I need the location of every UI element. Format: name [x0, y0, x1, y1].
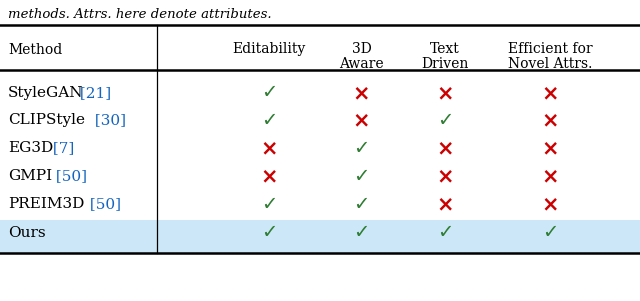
Text: EG3D: EG3D: [8, 141, 53, 155]
Text: ✓: ✓: [436, 224, 453, 243]
Text: StyleGAN: StyleGAN: [8, 82, 74, 96]
Text: methods. Attrs. here denote attributes.: methods. Attrs. here denote attributes.: [8, 8, 271, 21]
Text: ×: ×: [541, 194, 559, 214]
FancyBboxPatch shape: [0, 219, 640, 253]
Text: [21]: [21]: [75, 86, 111, 100]
Text: ✓: ✓: [542, 224, 559, 243]
Text: CLIPStyle: CLIPStyle: [8, 109, 73, 123]
Text: [50]: [50]: [85, 197, 121, 211]
Text: ×: ×: [541, 166, 559, 186]
Text: ✓: ✓: [353, 194, 370, 213]
Text: Efficient for: Efficient for: [508, 42, 593, 56]
Text: PREIM3D: PREIM3D: [8, 193, 70, 207]
Text: Ours: Ours: [8, 226, 45, 240]
Text: EG3D: EG3D: [8, 137, 47, 151]
Text: ✓: ✓: [260, 83, 277, 103]
Text: ×: ×: [436, 194, 454, 214]
Text: ×: ×: [436, 138, 454, 158]
Text: [30]: [30]: [90, 113, 126, 127]
Text: ✓: ✓: [353, 138, 370, 157]
Text: Editability: Editability: [232, 42, 305, 57]
Text: [50]: [50]: [51, 169, 87, 183]
Text: PREIM3D: PREIM3D: [8, 197, 84, 211]
Text: GMPI: GMPI: [8, 165, 43, 179]
Text: ×: ×: [541, 110, 559, 130]
Text: Driven: Driven: [421, 57, 468, 71]
Text: Method: Method: [8, 42, 62, 57]
Text: ×: ×: [353, 110, 371, 130]
Text: ✓: ✓: [260, 194, 277, 213]
Text: ✓: ✓: [353, 224, 370, 243]
Text: ×: ×: [260, 166, 278, 186]
Text: ✓: ✓: [260, 110, 277, 129]
Text: GMPI: GMPI: [8, 169, 52, 183]
Text: CLIPStyle: CLIPStyle: [8, 113, 85, 127]
Text: ×: ×: [541, 83, 559, 103]
Text: ×: ×: [436, 83, 454, 103]
Text: ×: ×: [436, 166, 454, 186]
Text: [7]: [7]: [48, 141, 74, 155]
Text: ✓: ✓: [260, 224, 277, 243]
Text: ✓: ✓: [436, 110, 453, 129]
Text: ×: ×: [541, 138, 559, 158]
Text: ×: ×: [260, 138, 278, 158]
Text: 3D: 3D: [352, 42, 371, 56]
Text: ×: ×: [353, 83, 371, 103]
Text: Aware: Aware: [339, 57, 384, 71]
Text: StyleGAN: StyleGAN: [8, 86, 83, 100]
Text: Text: Text: [430, 42, 460, 56]
Text: ✓: ✓: [353, 166, 370, 185]
Text: Novel Attrs.: Novel Attrs.: [508, 57, 593, 71]
